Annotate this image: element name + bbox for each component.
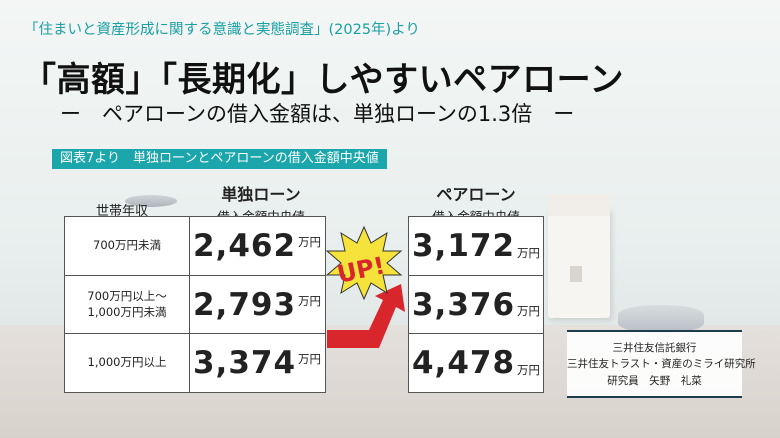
pair-loan-table: 3,172 万円 3,376 万円 4,478 万円 <box>408 216 544 393</box>
income-header: 世帯年収 <box>96 204 149 219</box>
up-arrow-icon <box>327 284 405 348</box>
table-row: 1,000万円以上 3,374 万円 <box>65 333 325 392</box>
page-title: 「高額」「長期化」しやすいペアローン <box>22 60 624 100</box>
single-loan-title: 単独ローン <box>221 185 301 204</box>
income-label: 1,000万円以上 <box>87 355 167 370</box>
income-label: 700万円未満 <box>93 238 161 253</box>
unit-label: 万円 <box>517 363 541 377</box>
single-loan-table: 700万円未満 2,462 万円 700万円以上～ 1,000万円未満 2,793 万… <box>64 216 326 393</box>
coin-stack-icon <box>125 195 177 207</box>
unit-label: 万円 <box>517 246 541 260</box>
table-row: 3,172 万円 <box>409 217 543 275</box>
table-row: 3,376 万円 <box>409 275 543 333</box>
table-row: 700万円以上～ 1,000万円未満 2,793 万円 <box>65 275 325 333</box>
figure-label: 図表7より 単独ローンとペアローンの借入金額中央値 <box>52 149 387 169</box>
source-note: 「住まいと資産形成に関する意識と実態調査」(2025年)より <box>24 22 420 38</box>
pair-value: 3,172 <box>411 228 516 264</box>
unit-label: 万円 <box>298 293 322 308</box>
burst-badge-icon <box>325 225 403 301</box>
pair-value: 4,478 <box>411 345 516 381</box>
page-subtitle: ー ペアローンの借入金額は、単独ローンの1.3倍 ー <box>60 102 575 126</box>
unit-label: 万円 <box>298 235 322 249</box>
table-row: 700万円未満 2,462 万円 <box>65 217 325 275</box>
pair-value: 3,376 <box>411 286 516 323</box>
credit-line: 研究員 矢野 礼菜 <box>607 374 702 387</box>
single-value: 3,374 <box>192 345 297 381</box>
house-figurine-icon <box>548 194 610 318</box>
credit-line: 三井住友信託銀行 <box>612 342 697 354</box>
pair-loan-title: ペアローン <box>436 185 516 204</box>
unit-label: 万円 <box>517 304 541 318</box>
table-row: 4,478 万円 <box>409 333 543 392</box>
author-credit: 三井住友信託銀行 三井住友トラスト・資産のミライ研究所 研究員 矢野 礼菜 <box>567 330 756 398</box>
single-value: 2,793 <box>192 286 297 323</box>
income-label: 700万円以上～ 1,000万円未満 <box>87 288 167 319</box>
credit-line: 三井住友トラスト・資産のミライ研究所 <box>567 358 756 371</box>
single-value: 2,462 <box>192 228 297 264</box>
unit-label: 万円 <box>298 352 322 366</box>
coin-stack-icon <box>618 305 704 333</box>
